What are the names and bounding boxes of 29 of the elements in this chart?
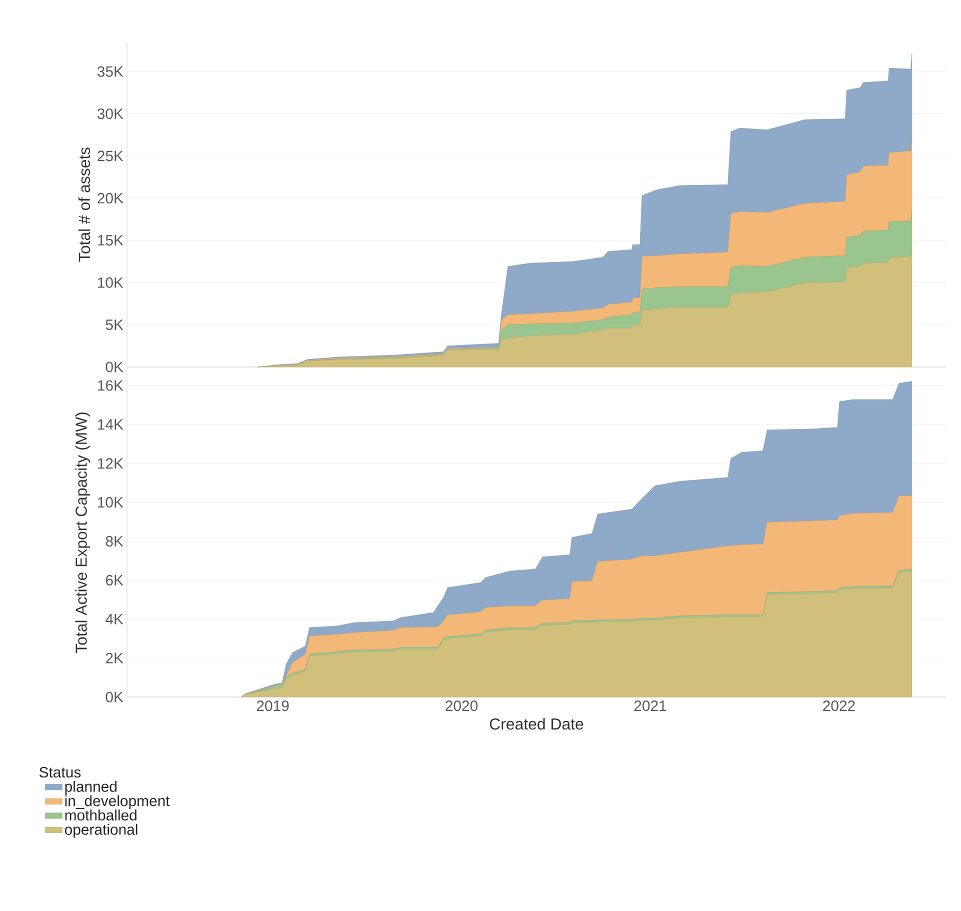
y-tick-label: 10K [98,497,124,508]
y-tick-label: 15K [98,235,124,246]
y-tick-label: 16K [98,380,124,391]
y-tick-label: 4K [106,614,124,624]
y-tick-label: 5K [106,320,124,330]
y-tick-label: 30K [97,108,124,120]
y-tick-label: 12K [98,458,124,469]
x-tick-label: 2019 [256,700,289,712]
y-tick-label: 14K [98,419,124,430]
y-axis-title: Total # of assets [78,147,90,262]
y-tick-label: 8K [106,536,124,547]
legend-label: in_development [65,795,170,810]
y-tick-label: 35K [97,66,124,77]
y-tick-label: 6K [106,574,124,586]
y-tick-label: 25K [98,150,124,162]
y-tick-label: 0K [106,362,124,372]
x-tick-label: 2021 [634,700,666,712]
x-tick-label: 2022 [823,700,855,712]
y-tick-label: 20K [98,192,124,204]
y-tick-label: 0K [106,692,124,702]
x-axis-title: Created Date [490,718,584,730]
legend-title: Status [39,766,81,778]
y-tick-label: 2K [106,652,124,664]
y-axis-title: Total Active Export Capacity (MW) [75,412,90,654]
y-tick-label: 10K [98,277,124,288]
x-tick-label: 2020 [446,700,478,712]
legend-label: operational [64,824,138,838]
legend-label: mothballed [65,810,136,821]
legend-label: planned [65,780,117,795]
